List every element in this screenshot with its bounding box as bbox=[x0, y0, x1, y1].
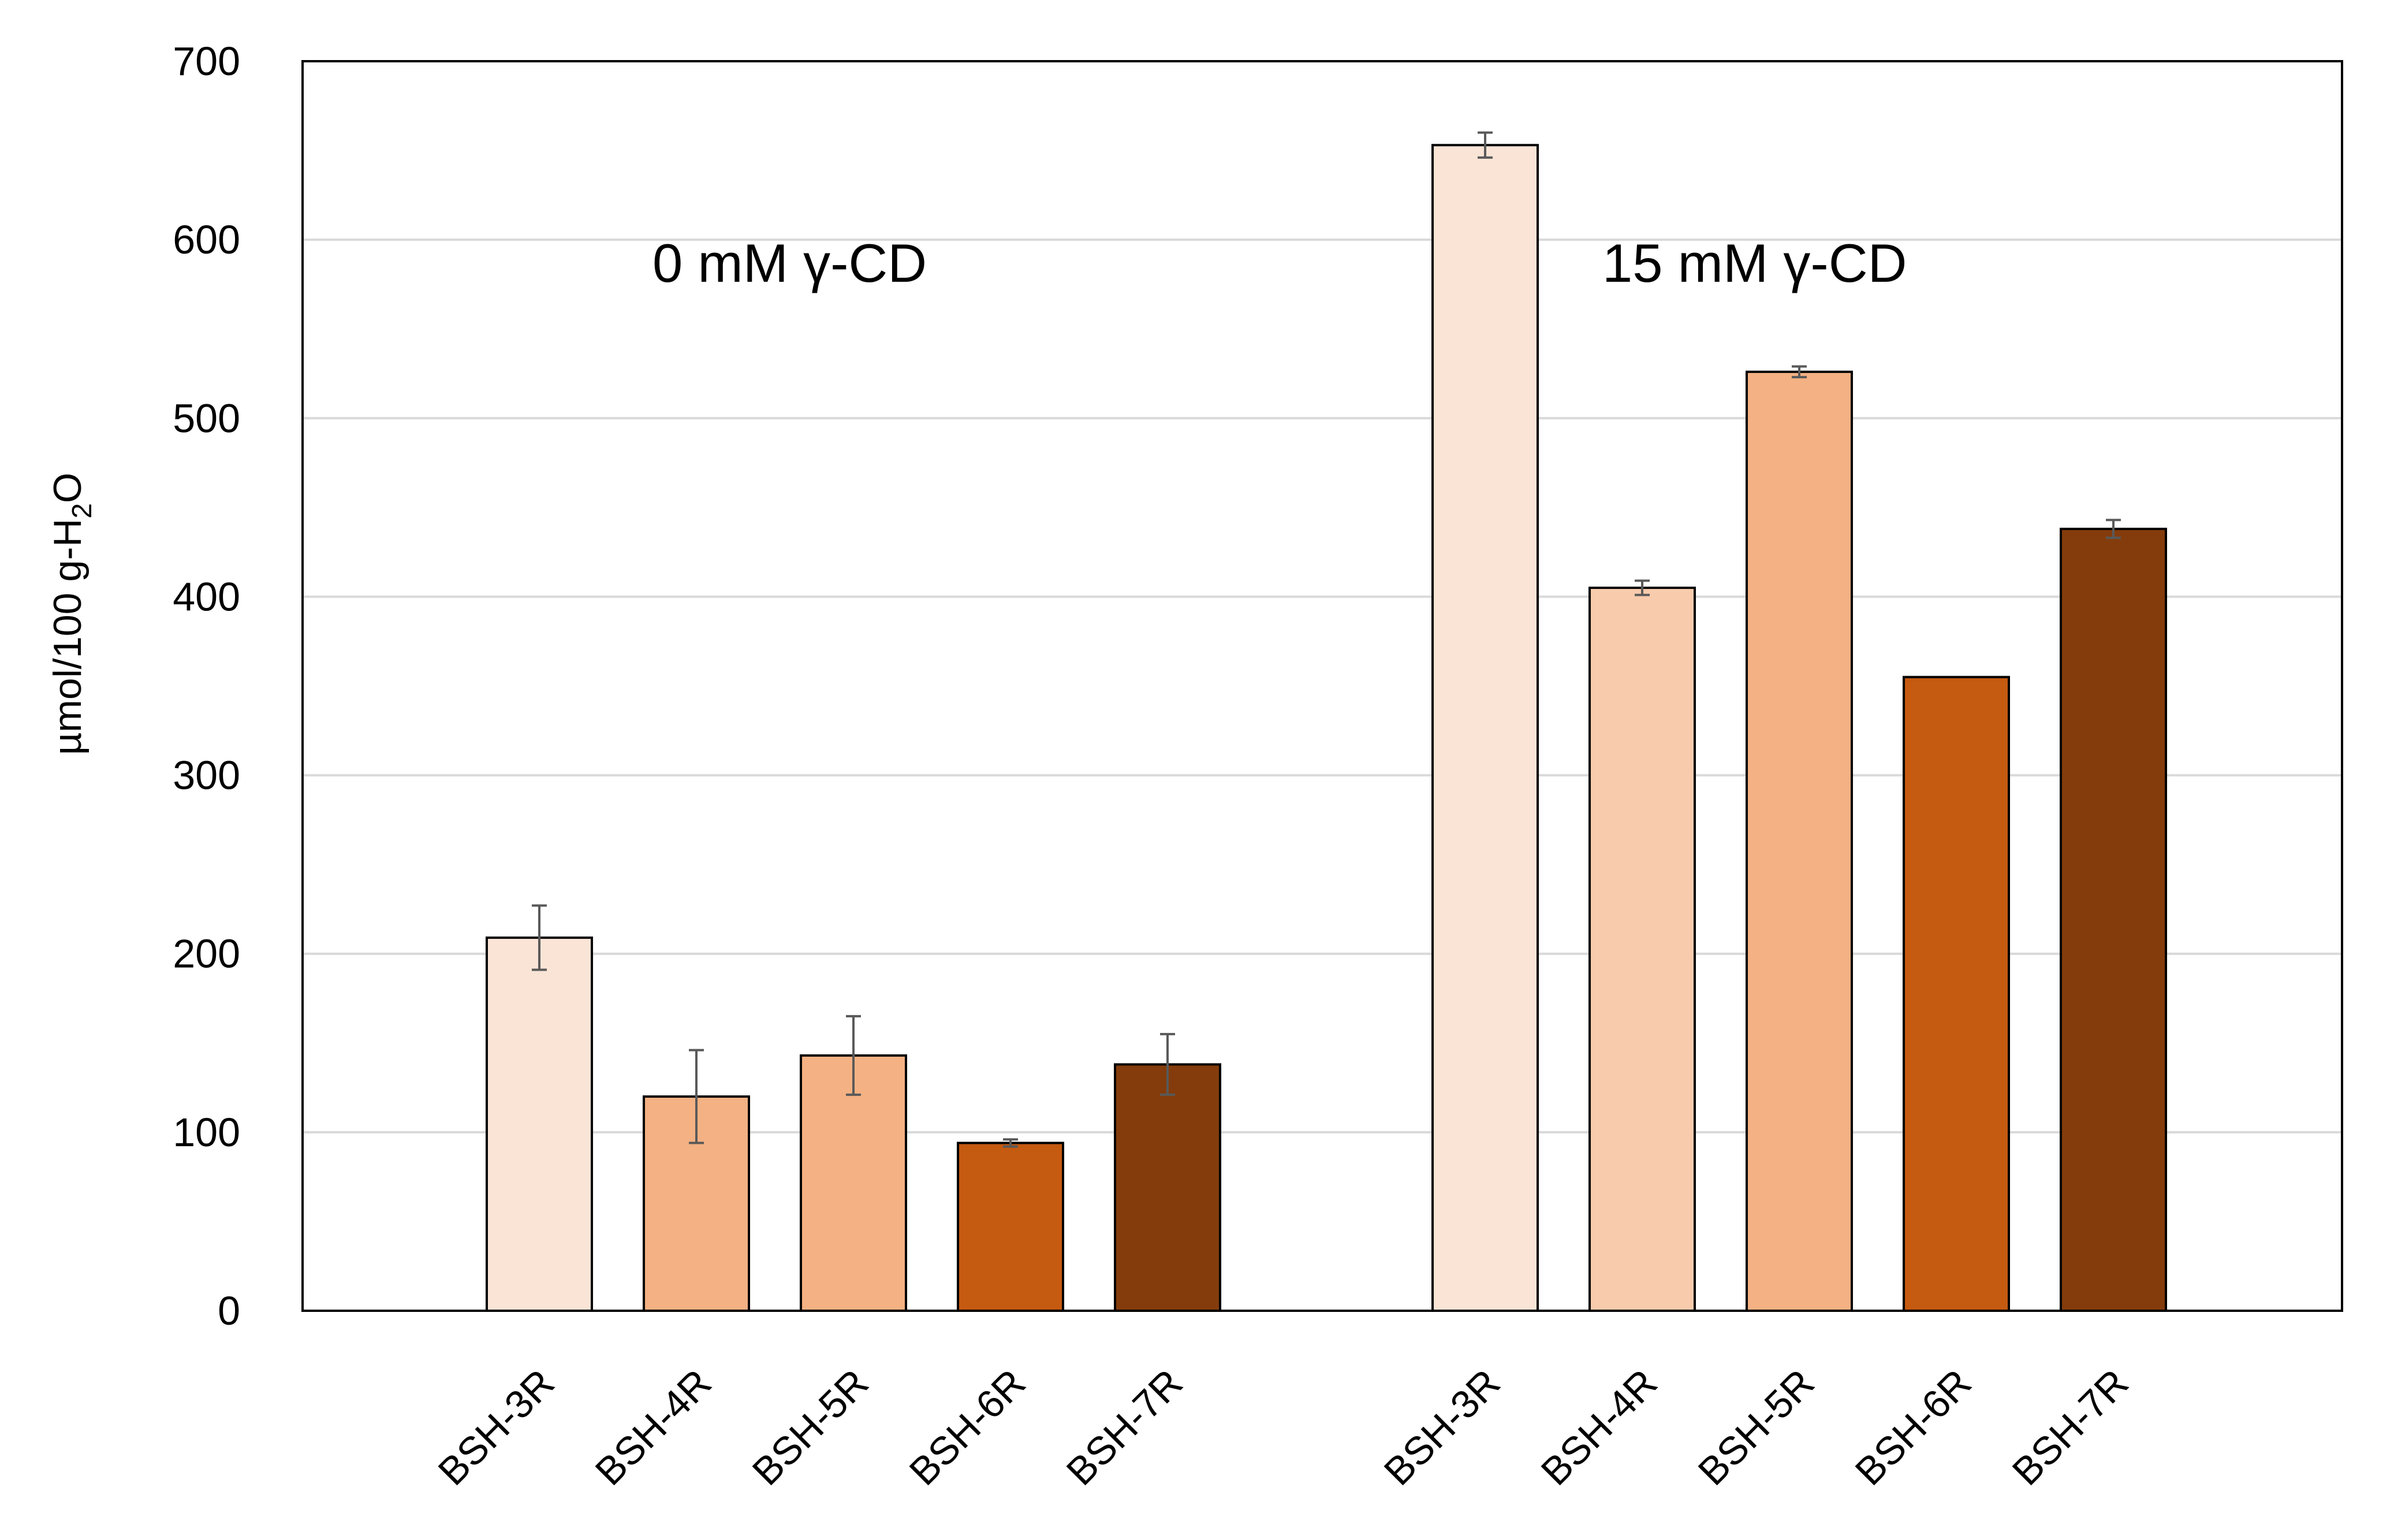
y-axis-title: µmol/100 g-H2O bbox=[46, 472, 98, 755]
y-tick-label: 700 bbox=[173, 39, 240, 84]
y-tick-label: 100 bbox=[173, 1110, 240, 1155]
y-tick-label: 600 bbox=[173, 217, 240, 262]
bars bbox=[486, 144, 2167, 1312]
x-category-label: BSH-6R bbox=[1847, 1361, 1980, 1494]
error-bar bbox=[846, 1015, 861, 1096]
x-category-label: BSH-4R bbox=[587, 1361, 720, 1494]
gridlines bbox=[303, 238, 2342, 1133]
bar-15mm-bsh-4r bbox=[1588, 586, 1696, 1312]
group-labels: 0 mM γ-CD 15 mM γ-CD bbox=[652, 233, 1907, 293]
x-category-label: BSH-7R bbox=[2004, 1361, 2137, 1494]
group-label-15mm: 15 mM γ-CD bbox=[1602, 233, 1907, 293]
y-axis-title-main: µmol/100 g-H bbox=[46, 519, 90, 755]
group-label-0mm: 0 mM γ-CD bbox=[652, 233, 927, 293]
bar-15mm-bsh-6r bbox=[1903, 676, 2010, 1312]
error-bar bbox=[1478, 131, 1493, 159]
error-bar bbox=[2106, 519, 2121, 539]
y-axis-title-suffix: O bbox=[46, 472, 90, 503]
y-axis-ticks: 0 100 200 300 400 500 600 700 bbox=[173, 39, 240, 1333]
error-bar bbox=[1792, 365, 1807, 379]
y-tick-label: 400 bbox=[173, 574, 240, 619]
y-tick-label: 300 bbox=[173, 753, 240, 798]
y-tick-label: 0 bbox=[218, 1288, 240, 1333]
error-bar bbox=[1635, 579, 1650, 596]
x-category-label: BSH-3R bbox=[430, 1361, 563, 1494]
plot-area-frame bbox=[301, 60, 2343, 1312]
error-bar bbox=[532, 904, 547, 971]
x-category-label: BSH-6R bbox=[901, 1361, 1034, 1494]
x-category-label: BSH-5R bbox=[744, 1361, 877, 1494]
bar-15mm-bsh-7r bbox=[2060, 527, 2167, 1312]
x-category-label: BSH-7R bbox=[1058, 1361, 1191, 1494]
x-category-label: BSH-4R bbox=[1533, 1361, 1666, 1494]
y-axis-title-subscript: 2 bbox=[67, 503, 98, 519]
error-bar bbox=[689, 1049, 704, 1144]
bar-0mm-bsh-6r bbox=[957, 1142, 1064, 1312]
x-category-label: BSH-3R bbox=[1376, 1361, 1509, 1494]
x-axis-ticks: BSH-3R BSH-4R BSH-5R BSH-6R BSH-7R BSH-3R BSH-… bbox=[430, 1361, 2137, 1494]
x-category-label: BSH-5R bbox=[1690, 1361, 1823, 1494]
error-bar bbox=[1160, 1032, 1175, 1096]
error-bars bbox=[532, 131, 2121, 1148]
error-bar bbox=[1003, 1138, 1018, 1148]
y-tick-label: 500 bbox=[173, 396, 240, 441]
y-tick-label: 200 bbox=[173, 931, 240, 976]
bar-0mm-bsh-5r bbox=[800, 1054, 907, 1312]
bar-15mm-bsh-3r bbox=[1431, 144, 1539, 1312]
bar-0mm-bsh-7r bbox=[1114, 1063, 1221, 1312]
bar-15mm-bsh-5r bbox=[1746, 370, 1853, 1312]
bar-0mm-bsh-3r bbox=[486, 936, 593, 1312]
